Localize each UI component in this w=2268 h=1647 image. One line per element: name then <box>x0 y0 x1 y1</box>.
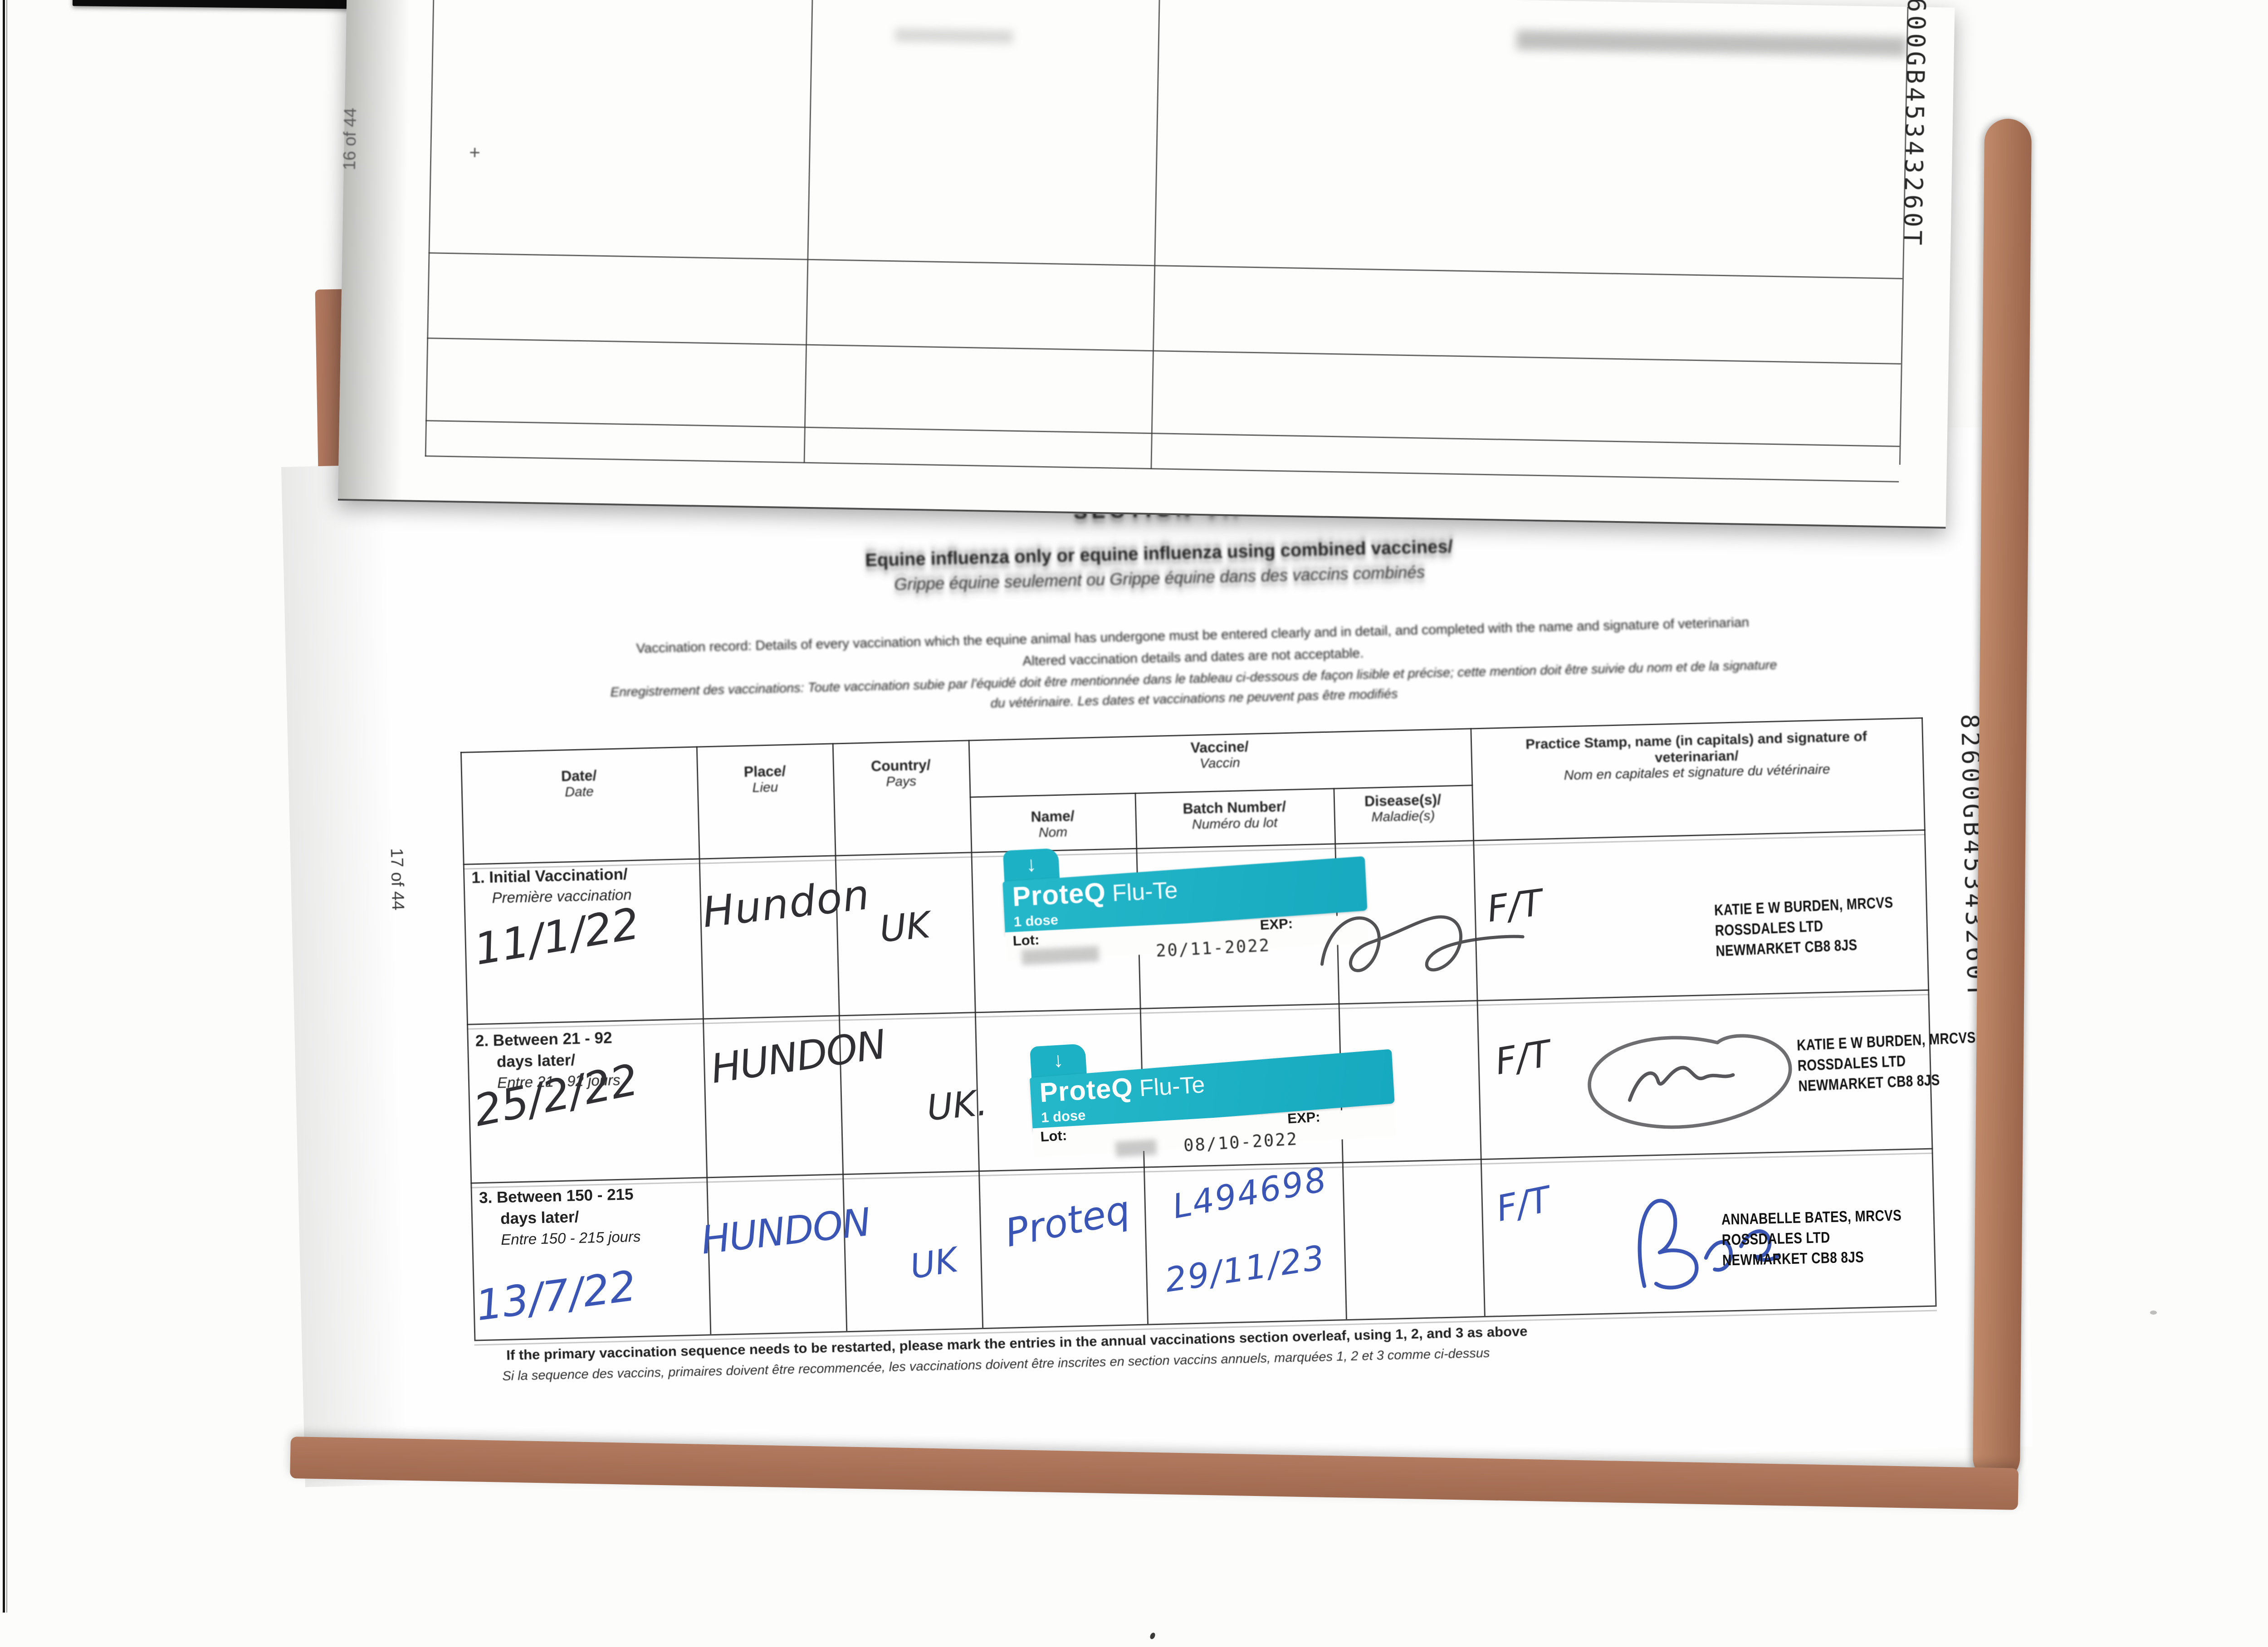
column-header-practice-stamp: Practice Stamp, name (in capitals) and s… <box>1525 728 1867 783</box>
row2-veterinarian-signature <box>1560 1022 1817 1139</box>
sticker-dose: 1 dose <box>1013 911 1059 930</box>
row2-disease-handwriting: F/T <box>1492 1032 1554 1083</box>
page-number: 17 of 44 <box>386 848 408 911</box>
table-border <box>1470 728 1486 1316</box>
row2-country-handwriting: UK. <box>925 1082 989 1129</box>
row1-veterinarian-signature <box>1312 891 1532 994</box>
document-serial-number: 82600GB45343260T <box>1898 0 1932 249</box>
row3-place-handwriting: HUNDON <box>699 1199 873 1263</box>
row2-place-handwriting: HUNDON <box>708 1020 889 1093</box>
column-header-country: Country/ Pays <box>870 756 931 789</box>
sticker-exp-value: 08/10-2022 <box>1183 1129 1299 1155</box>
row1-place-handwriting: Hundon <box>700 870 873 937</box>
table-border <box>467 989 1930 1025</box>
row1-practice-stamp: KATIE E W BURDEN, MRCVS ROSSDALES LTD NE… <box>1714 894 1894 960</box>
row3-date-handwriting: 13/7/22 <box>473 1261 639 1330</box>
scan-speck <box>1149 1632 1156 1640</box>
illegible-lot-smudge <box>1021 945 1100 965</box>
table-border <box>425 420 1900 447</box>
page-number: 16 of 44 <box>340 107 361 171</box>
sticker-exp-label: EXP: <box>1259 915 1293 933</box>
section-vii-page: SECTION VII Equine influenza only or equ… <box>281 426 2033 1487</box>
sticker-exp-value: 20/11-2022 <box>1155 936 1271 961</box>
table-border <box>427 337 1901 365</box>
table-border <box>460 751 476 1340</box>
signature-scrawl <box>1637 1199 1781 1290</box>
print-smudge <box>894 28 1013 44</box>
print-smudge <box>1516 30 1907 57</box>
table-border <box>425 0 435 457</box>
registration-mark: + <box>469 141 481 163</box>
table-border <box>803 0 813 463</box>
column-header-vaccine-name: Name/ Nom <box>1031 808 1075 840</box>
page-curl-shading <box>338 0 411 500</box>
table-border <box>1150 0 1160 469</box>
signature-scrawl <box>1588 1034 1792 1129</box>
column-header-batch-number: Batch Number/ Numéro du lot <box>1183 798 1286 832</box>
sticker-dose: 1 dose <box>1041 1107 1086 1126</box>
row1-country-handwriting: UK <box>878 903 932 950</box>
page-left-shading <box>281 464 410 1487</box>
sticker-lot-label: Lot: <box>1040 1127 1068 1145</box>
row2-practice-stamp: KATIE E W BURDEN, MRCVS ROSSDALES LTD NE… <box>1796 1028 1976 1095</box>
row3-batch-number-handwriting: L494698 <box>1169 1160 1330 1227</box>
table-border <box>425 455 1899 482</box>
row1-date-handwriting: 11/1/22 <box>471 898 643 975</box>
row3-veterinarian-signature <box>1600 1175 1794 1300</box>
sticker-exp-label: EXP: <box>1287 1109 1321 1127</box>
row1-label: 1. Initial Vaccination/ Première vaccina… <box>471 865 632 906</box>
illegible-lot-smudge <box>1115 1139 1157 1157</box>
signature-scrawl <box>1320 915 1525 972</box>
column-header-disease: Disease(s)/ Maladie(s) <box>1364 791 1442 825</box>
table-border <box>1921 717 1937 1306</box>
sticker-lot-label: Lot: <box>1012 931 1040 949</box>
row3-vaccine-name-handwriting: Proteq <box>1001 1187 1134 1256</box>
column-header-date: Date/ Date <box>561 767 597 800</box>
row3-disease-handwriting: F/T <box>1493 1179 1554 1230</box>
row3-batch-date-handwriting: 29/11/23 <box>1162 1238 1328 1300</box>
column-header-vaccine: Vaccine/ Vaccin <box>1190 738 1249 771</box>
row3-practice-stamp: ANNABELLE BATES, MRCVS ROSSDALES LTD NEW… <box>1721 1207 1902 1269</box>
scanner-edge-line <box>3 0 5 1613</box>
row3-country-handwriting: UK <box>907 1239 961 1287</box>
column-header-place: Place/ Lieu <box>743 762 786 795</box>
scan-speck <box>2150 1311 2157 1315</box>
scanner-edge-line-2 <box>6 0 7 1613</box>
table-border <box>428 252 1903 279</box>
previous-page-edge: + 82600GB45343260T 16 of 44 <box>337 0 1955 529</box>
row3-label: 3. Between 150 - 215 days later/ Entre 1… <box>479 1185 641 1248</box>
